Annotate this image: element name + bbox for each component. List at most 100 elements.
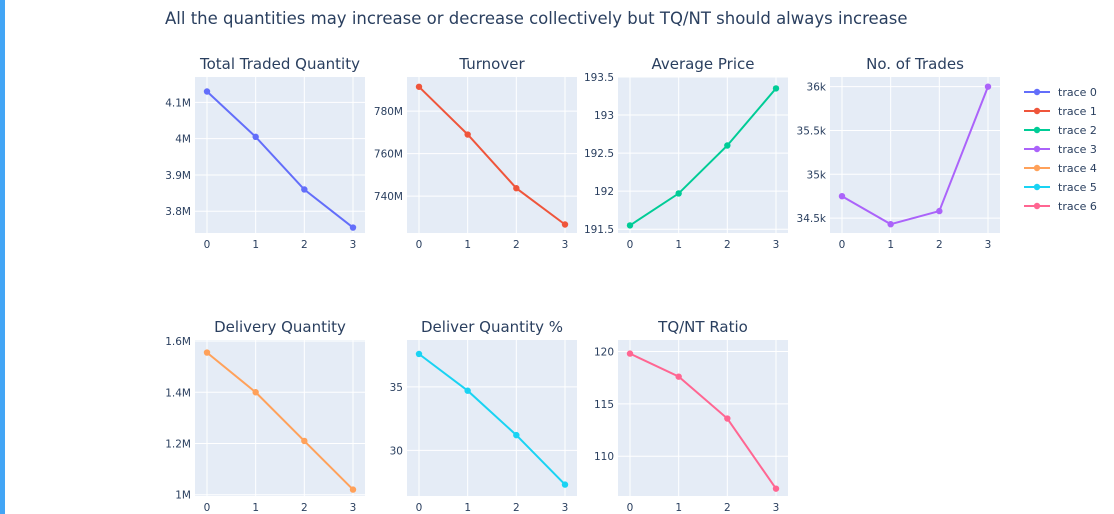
x-tick-label: 0 xyxy=(416,239,423,251)
subplot-title: Average Price xyxy=(652,55,755,73)
data-point[interactable] xyxy=(838,192,846,200)
series-line[interactable] xyxy=(629,87,777,227)
x-tick-label: 1 xyxy=(252,502,259,514)
data-point[interactable] xyxy=(984,83,992,90)
data-point[interactable] xyxy=(626,350,634,357)
data-point[interactable] xyxy=(349,486,357,493)
subplot-title: No. of Trades xyxy=(866,55,964,73)
x-tick-label: 1 xyxy=(464,502,471,514)
series-line[interactable] xyxy=(206,351,354,491)
data-point[interactable] xyxy=(561,481,569,488)
data-point[interactable] xyxy=(301,186,308,193)
legend-item[interactable]: trace 2 xyxy=(1024,124,1097,137)
y-tick-label: 780M xyxy=(374,106,403,118)
data-point[interactable] xyxy=(626,222,634,229)
y-tick-label: 120 xyxy=(594,347,614,359)
x-tick-label: 0 xyxy=(204,239,211,251)
data-point[interactable] xyxy=(203,349,211,356)
y-tick-label: 191.5 xyxy=(584,224,614,236)
data-point[interactable] xyxy=(349,224,357,231)
legend-label: trace 3 xyxy=(1058,143,1097,156)
series-line[interactable] xyxy=(418,86,566,226)
y-tick-label: 35 xyxy=(390,382,403,394)
data-point[interactable] xyxy=(415,83,423,90)
x-tick-label: 1 xyxy=(675,239,682,251)
legend-label: trace 6 xyxy=(1058,200,1097,213)
data-point[interactable] xyxy=(772,85,780,92)
data-point[interactable] xyxy=(887,221,894,228)
legend-item[interactable]: trace 4 xyxy=(1024,162,1097,175)
data-point[interactable] xyxy=(252,389,259,396)
data-point[interactable] xyxy=(561,221,569,228)
page-title: All the quantities may increase or decre… xyxy=(165,9,908,28)
x-tick-label: 1 xyxy=(252,239,259,251)
y-tick-label: 193.5 xyxy=(584,72,614,84)
legend-item[interactable]: trace 0 xyxy=(1024,86,1097,99)
x-tick-label: 3 xyxy=(350,239,357,251)
data-point[interactable] xyxy=(513,431,520,439)
series-line[interactable] xyxy=(841,86,989,226)
series-line[interactable] xyxy=(629,352,777,490)
legend-item[interactable]: trace 1 xyxy=(1024,105,1097,118)
subplot-1: 3.8M 3.9M 4M 4.1M 0 1 2 3 Total Traded Quantity xyxy=(165,55,365,251)
y-tick-label: 1.4M xyxy=(165,387,191,399)
x-tick-label: 3 xyxy=(985,239,992,251)
x-tick-label: 2 xyxy=(724,502,731,514)
legend-marker xyxy=(1033,107,1041,115)
y-tick-label: 193 xyxy=(594,110,614,122)
y-tick-label: 36k xyxy=(807,82,827,94)
y-tick-label: 110 xyxy=(594,451,614,463)
x-tick-label: 0 xyxy=(204,502,211,514)
plot-area xyxy=(618,340,788,496)
left-accent-bar xyxy=(0,0,5,514)
data-point[interactable] xyxy=(675,373,682,380)
data-point[interactable] xyxy=(252,133,259,141)
data-point[interactable] xyxy=(936,207,943,215)
x-tick-label: 2 xyxy=(513,239,520,251)
y-tick-label: 740M xyxy=(374,191,403,203)
legend-item[interactable]: trace 3 xyxy=(1024,143,1097,156)
subplot-7: 110 115 120 0 1 2 3 TQ/NT Ratio xyxy=(594,318,788,514)
legend-marker xyxy=(1033,126,1041,134)
x-tick-label: 2 xyxy=(724,239,731,251)
x-tick-label: 0 xyxy=(627,239,634,251)
x-tick-label: 1 xyxy=(464,239,471,251)
subplot-2: 740M 760M 780M 0 1 2 3 Turnover xyxy=(374,55,577,251)
legend-marker xyxy=(1033,88,1041,96)
y-tick-label: 35k xyxy=(807,169,827,181)
data-point[interactable] xyxy=(513,185,520,192)
legend[interactable]: trace 0 trace 1 trace 2 trace 3 trace 4 trace… xyxy=(1024,86,1097,213)
y-tick-label: 760M xyxy=(374,149,403,161)
y-tick-label: 1.2M xyxy=(165,438,191,450)
x-tick-label: 3 xyxy=(350,502,357,514)
data-point[interactable] xyxy=(415,350,423,358)
x-tick-label: 1 xyxy=(675,502,682,514)
legend-label: trace 4 xyxy=(1058,162,1097,175)
x-tick-label: 0 xyxy=(627,502,634,514)
legend-marker xyxy=(1033,183,1041,191)
x-tick-label: 1 xyxy=(887,239,894,251)
y-tick-label: 115 xyxy=(594,399,614,411)
data-point[interactable] xyxy=(724,142,731,149)
subplot-title: Total Traded Quantity xyxy=(199,55,360,73)
data-point[interactable] xyxy=(675,190,682,197)
series-line[interactable] xyxy=(206,90,354,229)
data-point[interactable] xyxy=(301,437,308,445)
y-tick-label: 192.5 xyxy=(584,148,614,160)
y-tick-label: 35.5k xyxy=(797,125,827,137)
data-point[interactable] xyxy=(464,131,471,138)
data-point[interactable] xyxy=(203,88,211,95)
legend-label: trace 5 xyxy=(1058,181,1097,194)
series-line[interactable] xyxy=(418,353,566,486)
data-point[interactable] xyxy=(464,387,471,394)
legend-item[interactable]: trace 5 xyxy=(1024,181,1097,194)
legend-marker xyxy=(1033,202,1041,210)
y-tick-label: 192 xyxy=(594,186,614,198)
x-tick-label: 3 xyxy=(773,239,780,251)
subplot-title: Deliver Quantity % xyxy=(421,318,563,336)
data-point[interactable] xyxy=(724,415,731,422)
data-point[interactable] xyxy=(772,485,780,492)
legend-item[interactable]: trace 6 xyxy=(1024,200,1097,213)
subplot-4: 34.5k 35k 35.5k 36k 0 1 2 3 No. of Trades xyxy=(797,55,1000,251)
